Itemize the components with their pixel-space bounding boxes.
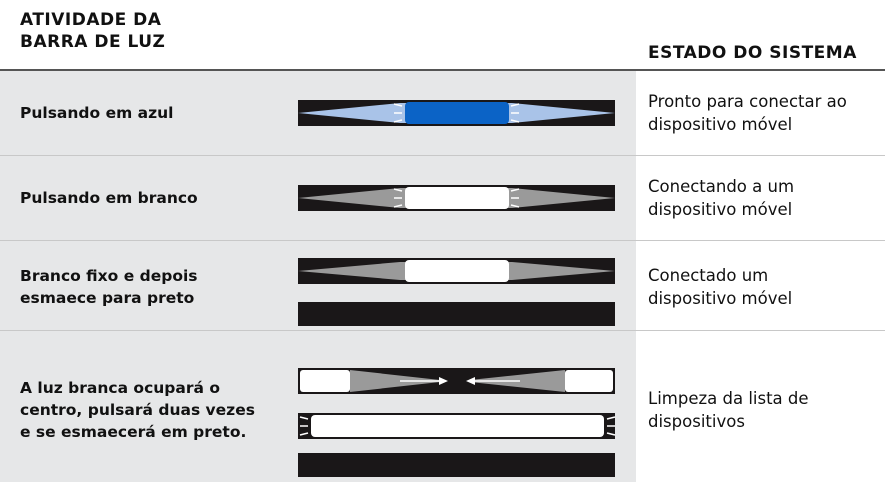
state-cell: Limpeza da lista de dispositivos [648,387,809,433]
state-header: ESTADO DO SISTEMA [648,42,857,64]
row-rule [0,240,885,241]
activity-cell: Branco fixo e depois esmaece para preto [20,265,198,309]
glow-dash [393,188,403,192]
activity-line: centro, pulsará duas vezes [20,401,255,419]
light [405,187,509,209]
activity-line: Pulsando em azul [20,104,174,122]
light [300,370,350,392]
state-cell: Conectando a um dispositivo móvel [648,175,794,221]
glow-dash [393,103,403,107]
state-line: dispositivos [648,412,745,431]
activity-line: Branco fixo e depois [20,267,198,285]
state-line: dispositivo móvel [648,200,793,219]
activity-cell: Pulsando em branco [20,187,198,209]
activity-line: A luz branca ocupará o [20,379,221,397]
activity-cell: Pulsando em azul [20,102,173,124]
activity-line: esmaece para preto [20,289,195,307]
glow-dash [299,416,309,420]
header-line: ATIVIDADE DA [20,10,162,30]
light [405,102,509,124]
glow-dash [510,103,520,107]
activity-cell: A luz branca ocupará o centro, pulsará du… [20,377,255,443]
header-line: BARRA DE LUZ [20,32,166,52]
state-line: Conectando a um [648,177,795,196]
row-rule [0,330,885,331]
state-cell: Pronto para conectar ao dispositivo móvel [648,90,847,136]
bar-body [298,302,615,326]
glow-dash [510,204,520,208]
light [405,260,509,282]
activity-line: Pulsando em branco [20,189,198,207]
glow-dash [510,188,520,192]
glow-dash [606,432,616,436]
state-line: Limpeza da lista de [648,389,809,408]
glow-dash [510,119,520,123]
state-line: dispositivo móvel [648,115,793,134]
state-line: Pronto para conectar ao [648,92,847,111]
light [311,415,604,437]
arrow-head [466,377,475,385]
state-line: Conectado um [648,266,769,285]
bar-body [298,453,615,477]
activity-header: ATIVIDADE DA BARRA DE LUZ [20,9,165,53]
activity-line: e se esmaecerá em preto. [20,423,247,441]
header-rule [0,69,885,71]
row-rule [0,155,885,156]
header-line: ESTADO DO SISTEMA [648,43,857,63]
state-cell: Conectado um dispositivo móvel [648,264,792,310]
light [565,370,613,392]
glow [350,370,440,392]
glow-dash [299,432,309,436]
state-line: dispositivo móvel [648,289,793,308]
arrow-head [439,377,448,385]
glow-dash [393,204,403,208]
glow-dash [393,119,403,123]
glow-dash [606,416,616,420]
